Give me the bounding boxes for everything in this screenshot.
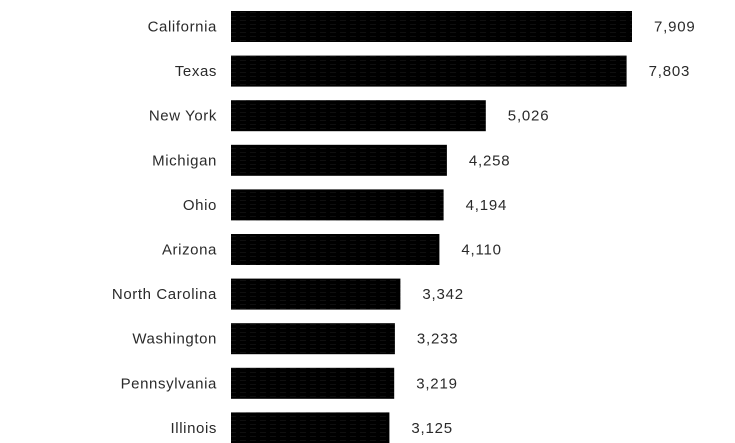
category-label-north-carolina: North Carolina (112, 286, 217, 303)
category-labels-group: California Texas New York Michigan Ohio Arizo… (112, 19, 217, 437)
value-label-north-carolina: 3,342 (422, 286, 464, 303)
bar-arizona (231, 234, 440, 265)
value-label-michigan: 4,258 (469, 152, 511, 169)
category-label-ohio: Ohio (183, 197, 217, 214)
value-label-california: 7,909 (654, 19, 696, 36)
category-label-texas: Texas (175, 63, 217, 80)
category-label-michigan: Michigan (152, 152, 217, 169)
category-label-new-york: New York (149, 108, 217, 125)
category-label-illinois: Illinois (171, 420, 217, 437)
category-label-washington: Washington (132, 331, 217, 348)
bar-washington (231, 323, 395, 355)
value-label-ohio: 4,194 (466, 197, 508, 214)
value-label-pennsylvania: 3,219 (416, 375, 458, 392)
bar-illinois (231, 412, 390, 443)
bar-ohio (231, 189, 444, 221)
value-label-illinois: 3,125 (411, 420, 453, 437)
category-label-california: California (148, 19, 217, 36)
bar-new-york (231, 100, 486, 132)
bar-pennsylvania (231, 367, 395, 399)
bar-michigan (231, 144, 447, 176)
bar-north-carolina (231, 278, 401, 310)
value-label-new-york: 5,026 (508, 108, 550, 125)
value-labels-group: 7,909 7,803 5,026 4,258 4,194 4,110 3,342 3,233… (411, 19, 696, 437)
value-label-arizona: 4,110 (461, 242, 501, 259)
bar-texas (231, 55, 627, 87)
category-label-pennsylvania: Pennsylvania (121, 375, 217, 392)
category-label-arizona: Arizona (162, 242, 217, 259)
bar-california (231, 11, 632, 42)
value-label-washington: 3,233 (417, 331, 459, 348)
bars-group (231, 11, 632, 443)
value-label-texas: 7,803 (649, 63, 691, 80)
